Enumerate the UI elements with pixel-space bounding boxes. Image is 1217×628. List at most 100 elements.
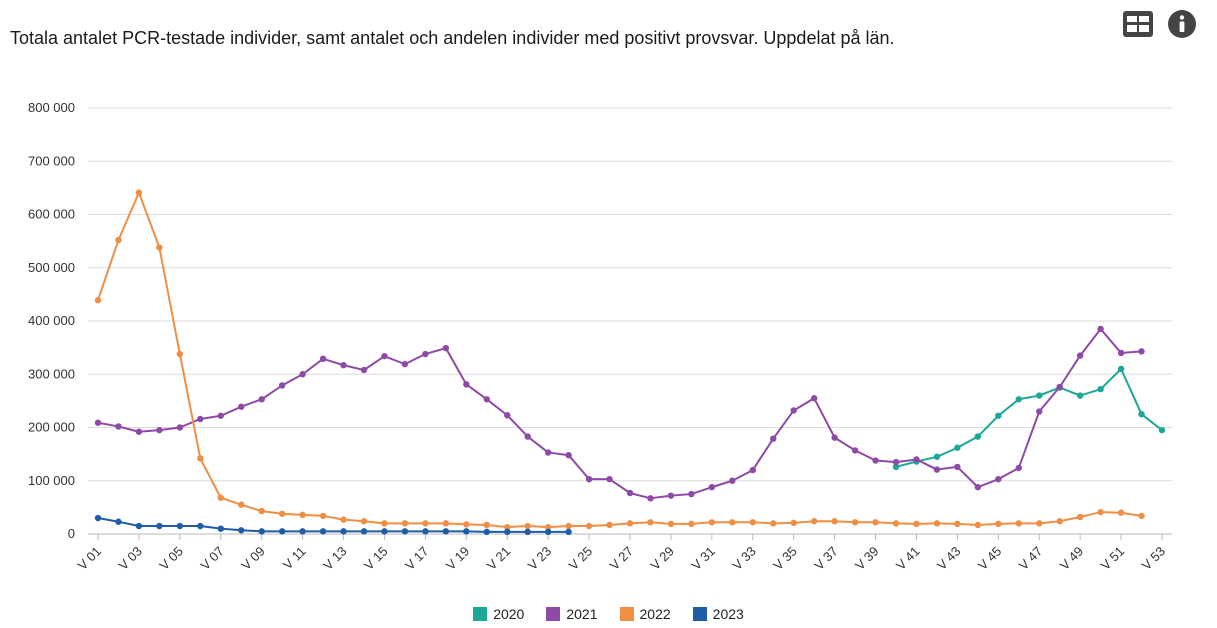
data-point-2022 xyxy=(115,236,122,244)
data-point-2023 xyxy=(299,528,306,535)
data-point-2021 xyxy=(1036,408,1043,415)
x-tick-label: V 15 xyxy=(361,544,391,574)
data-point-2021 xyxy=(688,490,695,498)
data-point-2021 xyxy=(831,434,838,441)
data-point-2022 xyxy=(156,244,163,251)
legend-swatch xyxy=(692,607,707,621)
data-point-2020 xyxy=(1097,385,1104,393)
series-2022 xyxy=(94,189,1145,531)
x-tick-label: V 21 xyxy=(484,544,514,574)
data-point-2020 xyxy=(974,433,982,440)
data-point-2020 xyxy=(1015,396,1022,403)
data-point-2021 xyxy=(299,371,306,378)
data-point-2023 xyxy=(422,528,429,535)
data-point-2022 xyxy=(197,455,204,462)
data-point-2023 xyxy=(135,522,143,530)
data-point-2022 xyxy=(135,189,143,196)
data-point-2021 xyxy=(217,412,224,419)
data-point-2022 xyxy=(360,518,368,525)
data-point-2020 xyxy=(892,463,900,471)
data-point-2021 xyxy=(135,428,143,435)
x-tick-label: V 05 xyxy=(156,544,186,574)
x-tick-label: V 31 xyxy=(688,544,718,574)
chart-toolbar xyxy=(1123,9,1197,39)
data-point-2022 xyxy=(831,518,838,525)
data-point-2023 xyxy=(258,528,265,535)
data-point-2021 xyxy=(340,361,347,369)
data-point-2022 xyxy=(790,519,797,527)
data-point-2022 xyxy=(94,297,102,304)
data-point-2021 xyxy=(810,395,818,402)
info-button[interactable] xyxy=(1167,9,1197,39)
data-point-2022 xyxy=(1097,508,1104,516)
legend-item-2022[interactable]: 2022 xyxy=(619,606,671,622)
table-view-button[interactable] xyxy=(1123,9,1153,39)
data-point-2021 xyxy=(1138,348,1145,355)
data-point-2022 xyxy=(749,519,756,526)
data-point-2021 xyxy=(524,433,531,440)
x-tick-label: V 45 xyxy=(975,544,1005,574)
data-point-2021 xyxy=(381,352,388,360)
x-tick-label: V 01 xyxy=(75,544,105,574)
data-point-2023 xyxy=(238,527,245,534)
data-point-2023 xyxy=(565,528,572,536)
data-point-2021 xyxy=(1097,325,1104,333)
series-line-2023 xyxy=(97,517,569,533)
data-point-2021 xyxy=(872,457,879,464)
data-point-2021 xyxy=(585,475,593,483)
data-point-2023 xyxy=(401,528,409,535)
data-point-2021 xyxy=(913,456,920,463)
data-point-2021 xyxy=(278,382,286,389)
data-point-2021 xyxy=(729,477,736,484)
legend-swatch xyxy=(473,607,488,621)
data-point-2021 xyxy=(115,423,122,430)
data-point-2021 xyxy=(197,415,204,423)
data-point-2022 xyxy=(933,520,941,527)
legend-swatch xyxy=(619,607,634,621)
data-point-2023 xyxy=(115,518,122,525)
data-point-2021 xyxy=(770,435,777,442)
legend-item-2021[interactable]: 2021 xyxy=(546,606,598,622)
series-line-2022 xyxy=(97,191,1142,529)
legend-item-2020[interactable]: 2020 xyxy=(473,606,524,622)
data-point-2021 xyxy=(176,424,184,431)
x-tick-label: V 29 xyxy=(648,544,678,574)
data-point-2020 xyxy=(933,453,941,460)
data-point-2023 xyxy=(176,522,184,530)
x-tick-label: V 17 xyxy=(402,544,432,574)
data-point-2023 xyxy=(94,514,102,522)
x-tick-label: V 27 xyxy=(607,544,637,574)
series-2021 xyxy=(94,325,1145,502)
data-point-2021 xyxy=(94,419,102,426)
data-point-2022 xyxy=(217,494,224,501)
data-point-2022 xyxy=(340,516,347,523)
data-point-2022 xyxy=(565,522,572,530)
legend-item-2023[interactable]: 2023 xyxy=(692,606,744,622)
data-point-2022 xyxy=(504,523,511,531)
chart-legend: 2020 2021 2022 2023 xyxy=(0,606,1217,622)
data-point-2022 xyxy=(606,521,613,529)
data-point-2023 xyxy=(156,522,163,530)
data-point-2021 xyxy=(401,360,409,368)
y-tick-label: 400 000 xyxy=(28,313,75,328)
data-point-2021 xyxy=(790,407,797,414)
data-point-2022 xyxy=(1056,518,1063,525)
x-tick-label: V 43 xyxy=(934,544,964,574)
data-point-2022 xyxy=(401,520,409,527)
chart-title: Totala antalet PCR-testade individer, sa… xyxy=(10,28,895,48)
data-point-2022 xyxy=(544,523,552,531)
x-tick-label: V 09 xyxy=(238,544,268,574)
data-point-2021 xyxy=(1056,383,1063,391)
data-point-2022 xyxy=(585,522,593,530)
data-point-2021 xyxy=(1076,352,1084,359)
data-point-2022 xyxy=(770,520,777,527)
x-tick-label: V 47 xyxy=(1016,544,1046,574)
data-point-2021 xyxy=(974,483,982,491)
data-point-2023 xyxy=(544,528,552,536)
x-tick-label: V 51 xyxy=(1098,544,1128,574)
data-point-2022 xyxy=(974,521,982,529)
data-point-2022 xyxy=(1117,509,1125,516)
data-point-2022 xyxy=(238,501,245,508)
data-point-2021 xyxy=(1117,349,1125,357)
data-point-2022 xyxy=(299,511,306,519)
